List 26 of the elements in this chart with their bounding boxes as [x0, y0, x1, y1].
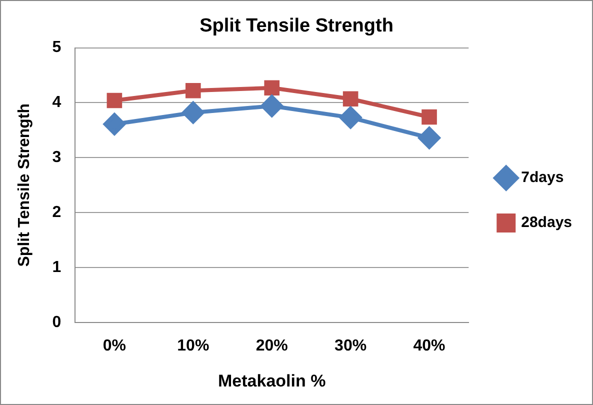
legend-label: 7days: [521, 169, 564, 186]
y-tick-label: 5: [52, 39, 62, 56]
point: [260, 95, 283, 118]
y-tick-label: 2: [52, 204, 62, 221]
legend-label: 28days: [521, 214, 572, 232]
x-tick-label: 40%: [413, 337, 446, 354]
point: [422, 109, 437, 125]
point: [340, 106, 362, 129]
point: [106, 92, 122, 108]
x-tick-label: 0%: [102, 337, 126, 354]
x-tick-label: 30%: [334, 337, 367, 354]
point: [182, 102, 204, 124]
y-tick-label: 3: [52, 149, 62, 166]
y-tick-label: 0: [52, 314, 62, 331]
y-tick-label: 1: [52, 258, 62, 276]
point: [264, 80, 280, 96]
point: [342, 91, 358, 107]
x-tick-label: 10%: [177, 337, 210, 354]
point: [418, 126, 440, 149]
x-tick-label: 20%: [256, 337, 288, 354]
point: [103, 113, 126, 136]
x-axis-title: Metakaolin %: [218, 371, 326, 390]
y-axis-title: Split Tensile Strength: [16, 103, 34, 267]
y-tick-label: 4: [52, 94, 62, 112]
point: [186, 82, 201, 98]
chart-title: Split Tensile Strength: [200, 16, 394, 37]
